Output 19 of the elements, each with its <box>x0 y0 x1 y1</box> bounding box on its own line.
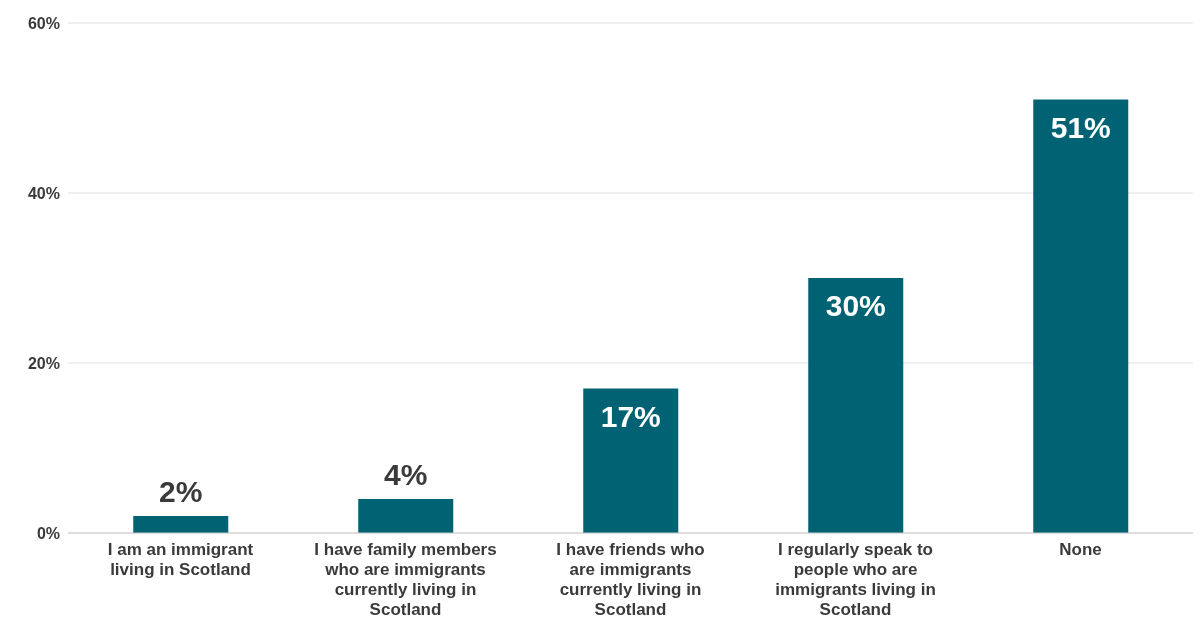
y-tick-label: 20% <box>27 354 60 372</box>
x-tick-label: I am an immigrant living in Scotland <box>107 540 254 579</box>
bar <box>133 516 229 533</box>
data-label: 4% <box>384 458 428 491</box>
bar <box>808 278 904 533</box>
data-label: 30% <box>825 289 886 322</box>
bar <box>1033 99 1129 533</box>
y-tick-label: 60% <box>27 14 60 32</box>
y-tick-label: 40% <box>27 184 60 202</box>
x-tick-label: I have friends who are immigrants currently living in Scotland <box>556 540 705 619</box>
bar <box>358 499 454 533</box>
x-tick-label: None <box>1059 540 1102 559</box>
bar <box>583 388 679 533</box>
data-label: 2% <box>159 475 203 508</box>
data-label: 17% <box>600 399 661 433</box>
y-tick-label: 0% <box>36 524 60 542</box>
data-label: 51% <box>1050 110 1111 144</box>
x-tick-label: I regularly speak to people who are immigrants living in Scotland <box>775 540 936 619</box>
x-tick-label: I have family members who are immigrants currently living in Scotland <box>314 540 497 619</box>
